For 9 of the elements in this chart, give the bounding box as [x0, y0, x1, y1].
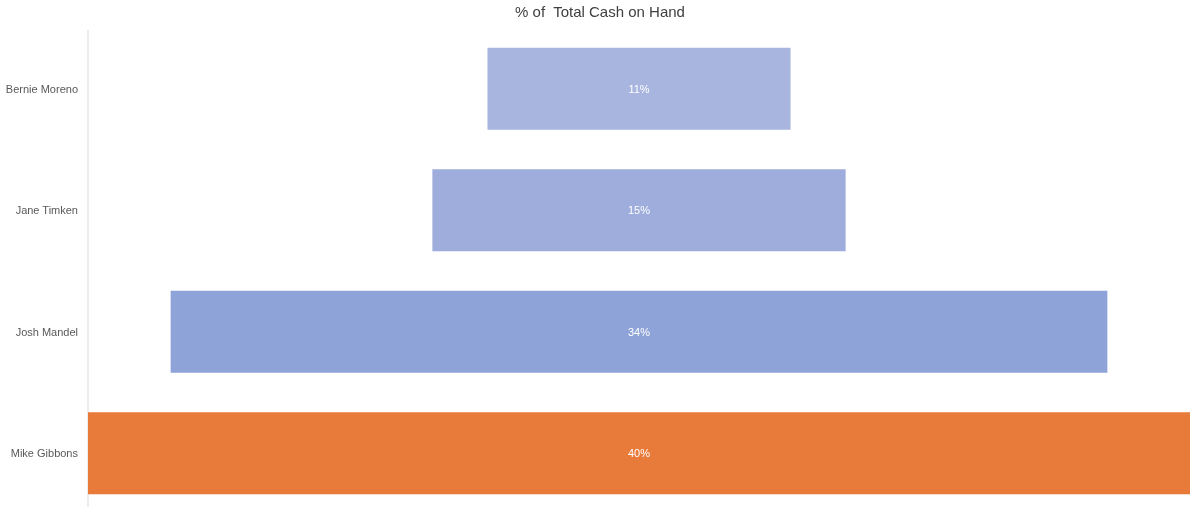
data-label: 15%	[627, 204, 651, 217]
data-label: 11%	[628, 82, 650, 95]
category-label: Bernie Moreno	[5, 82, 78, 95]
category-label: Mike Gibbons	[10, 447, 79, 460]
category-label: Jane Timken	[15, 204, 78, 217]
data-label: 34%	[627, 325, 651, 338]
text: % of Total Cash on Hand	[515, 3, 685, 20]
category-label: Josh Mandel	[15, 325, 78, 338]
data-label: 40%	[627, 447, 651, 460]
